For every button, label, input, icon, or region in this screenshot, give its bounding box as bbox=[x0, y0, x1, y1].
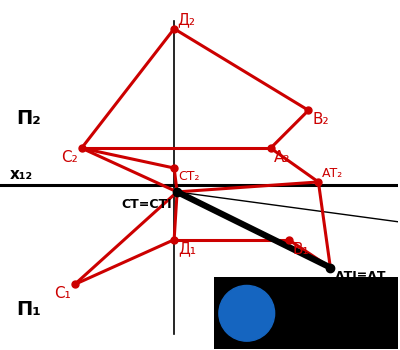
Text: CТ=CТІ: CТ=CТІ bbox=[122, 198, 172, 211]
Text: C₁: C₁ bbox=[54, 286, 71, 301]
Text: Д₁: Д₁ bbox=[178, 241, 196, 257]
Text: C₂: C₂ bbox=[61, 150, 78, 165]
Text: B₂: B₂ bbox=[312, 112, 329, 127]
Text: AТІ≡AТ: AТІ≡AТ bbox=[335, 270, 387, 282]
Text: Д₂: Д₂ bbox=[177, 12, 195, 27]
Text: B₁: B₁ bbox=[292, 241, 309, 257]
Text: AТ₂: AТ₂ bbox=[322, 167, 344, 180]
Text: Π₂: Π₂ bbox=[16, 109, 41, 128]
Circle shape bbox=[219, 286, 275, 341]
Text: CТ₂: CТ₂ bbox=[178, 170, 200, 183]
Text: x₁₂: x₁₂ bbox=[10, 167, 33, 182]
Bar bbox=[214, 278, 398, 349]
Text: A₂: A₂ bbox=[274, 150, 290, 165]
Text: Π₁: Π₁ bbox=[16, 300, 41, 319]
